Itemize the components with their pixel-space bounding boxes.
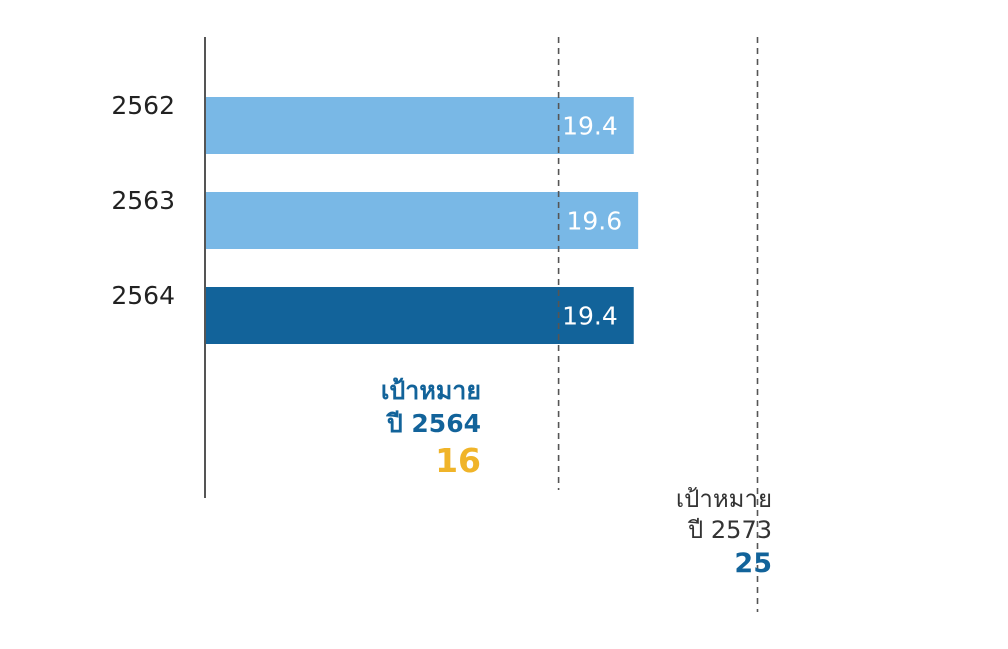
target-2564-value: 16 bbox=[435, 441, 481, 480]
target-2573-label: เป้าหมาย ปี 2573 25 bbox=[676, 484, 772, 581]
target-2564-title: เป้าหมาย bbox=[380, 376, 481, 405]
bar-2563 bbox=[205, 192, 639, 249]
target-2573-year: ปี 2573 bbox=[688, 516, 772, 545]
bars-layer bbox=[205, 97, 639, 344]
category-label-2562: 2562 bbox=[111, 91, 175, 120]
value-label-2564: 19.4 bbox=[562, 302, 618, 331]
category-label-2564: 2564 bbox=[111, 281, 175, 310]
target-2573-title: เป้าหมาย bbox=[675, 485, 772, 513]
labels-layer: 2562 19.4 2563 19.6 2564 19.4 bbox=[111, 91, 622, 331]
value-label-2562: 19.4 bbox=[562, 112, 618, 141]
bar-2562 bbox=[205, 97, 634, 154]
reference-lines-layer bbox=[557, 37, 759, 612]
category-label-2563: 2563 bbox=[111, 186, 175, 215]
target-2564-label: เป้าหมาย ปี 2564 16 bbox=[381, 375, 481, 483]
bar-2564 bbox=[205, 287, 634, 344]
target-2564-year: ปี 2564 bbox=[386, 408, 481, 438]
target-2573-value: 25 bbox=[734, 548, 772, 580]
value-label-2563: 19.6 bbox=[566, 207, 622, 236]
